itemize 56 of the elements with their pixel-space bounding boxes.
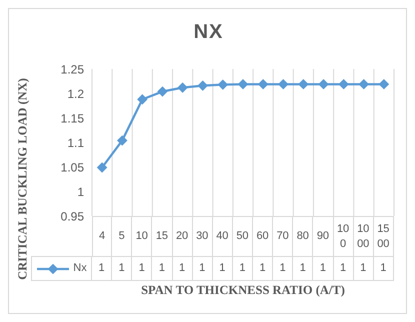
x-tick-label: 4 xyxy=(92,216,112,257)
data-label: 1 xyxy=(334,257,354,281)
y-tick-label: 1.2 xyxy=(67,86,84,101)
point xyxy=(298,79,308,90)
point xyxy=(178,82,188,93)
x-tick-label: 70 xyxy=(273,216,294,257)
point xyxy=(338,79,349,90)
data-label: 1 xyxy=(112,257,132,281)
data-label: 1 xyxy=(313,257,334,281)
point xyxy=(358,79,369,90)
x-tick-label: 15 xyxy=(152,216,172,257)
point xyxy=(278,79,288,90)
y-tick-label: 1.25 xyxy=(60,62,84,76)
x-tick-label: 80 xyxy=(293,216,314,257)
point xyxy=(117,136,128,146)
data-label: 1 xyxy=(192,257,213,281)
y-axis-title: CRITICAL BUCKLING LOAD (NX) xyxy=(16,78,30,280)
point xyxy=(258,79,268,90)
data-label: 1 xyxy=(354,257,374,281)
x-tick-label: 10 xyxy=(132,216,152,257)
data-label: 1 xyxy=(293,257,314,281)
x-tick-label: 40 xyxy=(212,216,233,257)
point xyxy=(378,79,389,90)
x-axis-title: SPAN TO THICKNESS RATIO (A/T) xyxy=(140,283,346,298)
y-tick-label: 1.05 xyxy=(60,160,84,174)
data-label: 1 xyxy=(232,257,253,281)
x-tick-label: 20 xyxy=(172,216,193,257)
x-tick-label: 100 xyxy=(334,216,354,257)
point xyxy=(97,162,108,172)
x-tick-label: 1500 xyxy=(374,216,394,257)
x-tick-label: 50 xyxy=(232,216,253,257)
point xyxy=(238,79,248,90)
x-tick-label: 5 xyxy=(112,216,132,257)
data-label: 1 xyxy=(132,257,152,281)
point xyxy=(137,94,148,104)
x-tick-label: 90 xyxy=(313,216,334,257)
y-tick-label: 0.95 xyxy=(60,209,84,224)
point xyxy=(218,80,228,90)
data-label: 1 xyxy=(253,257,274,281)
data-label: 1 xyxy=(172,257,193,281)
legend-label: Nx xyxy=(73,261,87,276)
y-tick-label: 1.15 xyxy=(60,111,84,126)
x-tick-label: 1000 xyxy=(354,216,374,257)
point xyxy=(157,86,168,97)
y-tick-label: 1 xyxy=(77,184,84,199)
data-label: 1 xyxy=(92,257,112,281)
data-label: 1 xyxy=(273,257,294,281)
y-tick-label: 1.1 xyxy=(67,136,84,150)
data-label: 1 xyxy=(152,257,172,281)
x-tick-label: 60 xyxy=(253,216,274,257)
data-label: 1 xyxy=(212,257,233,281)
chart-title: NX xyxy=(192,21,224,44)
point xyxy=(198,80,208,91)
x-tick-label: 30 xyxy=(192,216,213,257)
data-label: 1 xyxy=(374,257,394,281)
point xyxy=(318,79,329,90)
